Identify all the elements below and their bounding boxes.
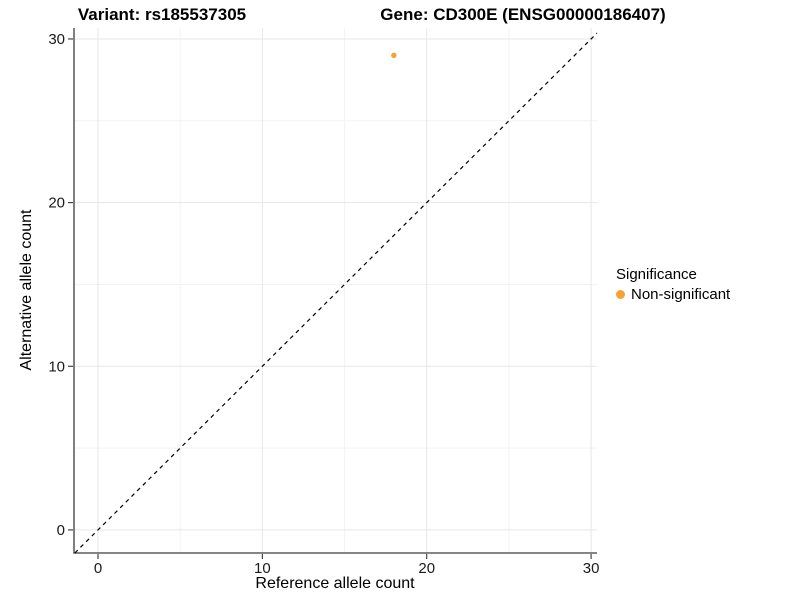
legend-item-label: Non-significant (631, 286, 731, 303)
gene-title: Gene: CD300E (ENSG00000186407) (380, 5, 666, 24)
x-tick-label: 30 (583, 560, 600, 577)
y-tick-label: 20 (48, 195, 65, 212)
y-tick-label: 0 (57, 522, 65, 539)
x-tick-label: 20 (418, 560, 435, 577)
variant-title: Variant: rs185537305 (77, 5, 247, 24)
axis-lines (73, 28, 597, 554)
legend: Significance Non-significant (616, 266, 730, 303)
y-axis-ticks: 0 10 20 30 (48, 31, 73, 539)
data-points (391, 52, 397, 59)
major-gridlines (74, 28, 597, 553)
identity-line (74, 32, 598, 554)
x-tick-label: 10 (254, 560, 271, 577)
legend-item-non-significant: Non-significant (616, 286, 730, 303)
non-significant-point-icon (616, 290, 625, 299)
y-axis-title: Alternative allele count (18, 209, 35, 371)
y-tick-label: 30 (48, 31, 65, 48)
x-axis-title: Reference allele count (255, 575, 415, 592)
x-tick-label: 0 (94, 560, 102, 577)
legend-title: Significance (616, 266, 697, 283)
x-axis-ticks: 0 10 20 30 (94, 554, 600, 577)
y-tick-label: 10 (48, 358, 65, 375)
data-point (391, 52, 397, 59)
minor-gridlines (74, 28, 597, 553)
